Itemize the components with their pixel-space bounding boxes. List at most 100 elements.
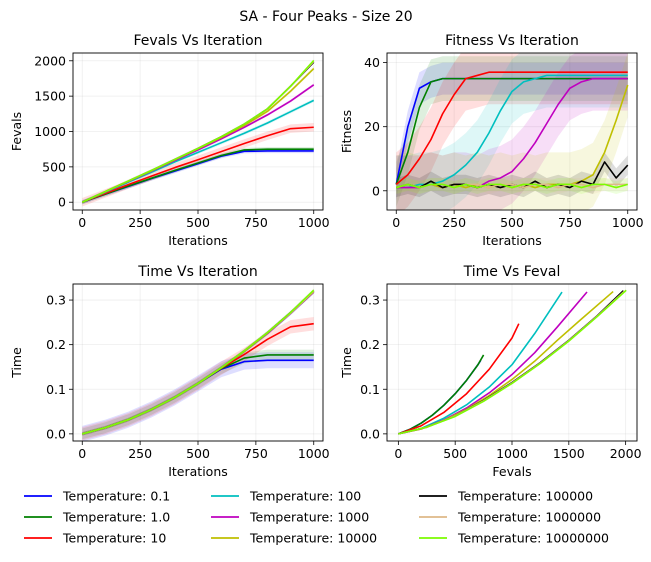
subplot-4: 0 500 1000 1500 2000 0.0 0.1 0.2 0.3 Time Vs Feva… [339,264,642,479]
x-tick-label: 250 [442,215,466,230]
legend-label: Temperature: 100000 [457,489,593,504]
x-tick-label: 0 [392,215,400,230]
y-tick-label: 20 [364,119,380,134]
legend-item: Temperature: 1000000 [419,510,601,525]
series-line-9 [396,183,628,189]
x-axis-label: Iterations [168,233,228,248]
legend-label: Temperature: 100 [249,489,361,504]
figure-title: SA - Four Peaks - Size 20 [239,9,412,25]
series-line-9 [398,289,627,435]
legend-label: Temperature: 10000 [249,531,377,546]
x-tick-label: 500 [443,446,467,461]
y-axis-label: Fevals [9,112,24,151]
series-line-2 [81,148,314,203]
legend-label: Temperature: 1.0 [62,510,170,525]
legend-label: Temperature: 1000 [249,510,369,525]
series-band [396,53,628,210]
x-tick-label: 0 [394,446,402,461]
legend-label: Temperature: 10 [62,531,166,546]
y-axis-label: Time [339,347,354,379]
y-tick-label: 0.3 [360,293,380,308]
series-line-3 [395,71,628,185]
series-line-3 [398,323,520,435]
x-axis-label: Iterations [168,464,228,479]
legend-item: Temperature: 100 [211,489,361,504]
legend-item: Temperature: 1000 [211,510,369,525]
y-tick-label: 2000 [34,53,66,68]
series-band [396,62,628,201]
y-axis-label: Fitness [339,110,354,153]
legend-item: Temperature: 10 [24,531,166,546]
series-line-9 [81,59,315,203]
subplot-3: 0 250 500 750 1000 0.0 0.1 0.2 0.3 Time Vs Iterat… [9,264,330,479]
series-band [396,177,628,194]
series-band [82,317,314,441]
x-tick-label: 1000 [298,215,330,230]
legend-item: Temperature: 10000000 [419,531,609,546]
x-tick-label: 750 [244,215,268,230]
y-tick-label: 500 [42,159,66,174]
x-tick-label: 1000 [496,446,528,461]
series-line-2 [398,354,485,435]
legend: Temperature: 0.1 Temperature: 1.0 Temperat… [24,489,609,546]
subplot-title: Time Vs Iteration [137,264,257,280]
x-tick-label: 750 [558,215,582,230]
x-tick-label: 750 [244,446,268,461]
x-tick-label: 500 [186,215,210,230]
legend-item: Temperature: 100000 [419,489,593,504]
x-tick-label: 500 [500,215,524,230]
x-axis-label: Iterations [482,233,542,248]
x-axis-label: Fevals [492,464,531,479]
series-line-9 [82,289,315,435]
legend-label: Temperature: 0.1 [62,489,170,504]
series-band [396,53,628,210]
series-band [82,349,314,440]
x-tick-label: 250 [128,215,152,230]
legend-label: Temperature: 1000000 [457,510,601,525]
series-band [396,152,628,198]
plot-area [82,288,315,441]
x-tick-label: 1000 [298,446,330,461]
x-tick-label: 500 [186,446,210,461]
y-axis-label: Time [9,347,24,379]
plot-area [398,289,627,435]
y-tick-label: 1000 [34,124,66,139]
subplot-title: Fevals Vs Iteration [133,33,262,49]
y-tick-label: 0 [372,183,380,198]
x-tick-label: 1500 [553,446,585,461]
series-band [82,66,314,204]
subplot-title: Fitness Vs Iteration [445,33,579,49]
x-tick-label: 2000 [610,446,642,461]
y-tick-label: 0.1 [46,382,66,397]
x-tick-label: 1000 [612,215,644,230]
y-tick-label: 0.2 [360,337,380,352]
series-band [82,123,314,207]
subplot-title: Time Vs Feval [463,264,561,280]
x-tick-label: 0 [78,446,86,461]
series-band [396,53,628,210]
y-tick-label: 0.2 [46,337,66,352]
x-tick-label: 250 [128,446,152,461]
legend-item: Temperature: 1.0 [24,510,170,525]
legend-item: Temperature: 10000 [211,531,377,546]
legend-item: Temperature: 0.1 [24,489,170,504]
y-tick-label: 0 [58,195,66,210]
series-band [82,352,314,441]
subplot-1: 0 250 500 750 1000 0 500 1000 1500 2000 Fevals Vs … [9,33,330,248]
series-line-3 [81,126,314,203]
x-tick-label: 0 [78,215,86,230]
y-tick-label: 40 [364,55,380,70]
series-band [396,177,628,194]
y-tick-label: 0.0 [46,426,66,441]
y-tick-label: 0.3 [46,293,66,308]
y-tick-label: 0.0 [360,426,380,441]
series-line-2 [395,77,628,185]
plot-area [395,53,629,210]
legend-label: Temperature: 10000000 [457,531,609,546]
series-band [396,53,628,210]
subplot-2: 0 250 500 750 1000 0 20 40 Fitness Vs Iteration I… [339,33,644,248]
plot-area [81,59,315,207]
y-tick-label: 1500 [34,89,66,104]
